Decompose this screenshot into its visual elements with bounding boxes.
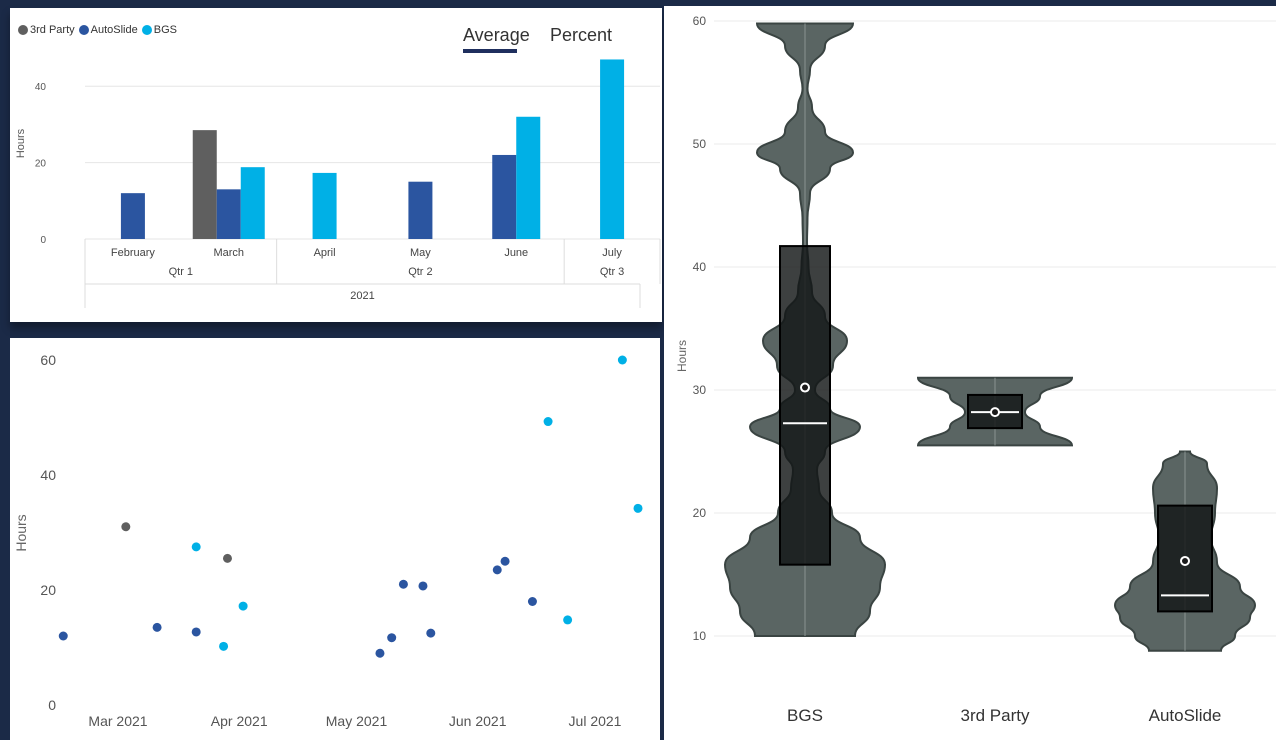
- scatter-point: [238, 601, 248, 611]
- x-tick-label: April: [314, 247, 336, 259]
- scatter-chart: 0 20 40 60 Hours Mar 2021 Apr 2021 May 2021 Jun …: [13, 352, 643, 729]
- scatter-chart-panel: 0 20 40 60 Hours Mar 2021 Apr 2021 May 2021 Jun …: [10, 338, 660, 740]
- scatter-point: [222, 553, 232, 563]
- scatter-point: [58, 631, 68, 641]
- x-tick-label: June: [504, 247, 528, 259]
- active-tab-indicator: [463, 49, 517, 53]
- y-tick-label: 10: [693, 629, 707, 643]
- legend-label: BGS: [153, 24, 177, 36]
- y-tick-label: 40: [40, 467, 56, 483]
- scatter-point: [219, 641, 229, 651]
- bar: [240, 167, 265, 239]
- quarter-label: Qtr 3: [600, 266, 624, 278]
- tab-percent[interactable]: Percent: [550, 25, 613, 45]
- scatter-point: [191, 627, 201, 637]
- legend-item-3rd-party[interactable]: 3rd Party: [18, 24, 75, 36]
- y-tick-label: 40: [693, 260, 707, 274]
- y-axis-label: Hours: [13, 514, 29, 551]
- scatter-point: [527, 597, 537, 606]
- x-tick-label: May 2021: [326, 713, 388, 729]
- y-tick-label: 50: [693, 137, 707, 151]
- bar: [120, 193, 145, 239]
- scatter-point: [398, 579, 408, 589]
- y-tick-label: 0: [40, 235, 46, 246]
- box: [779, 245, 831, 566]
- bar: [216, 189, 241, 239]
- bar: [600, 59, 625, 240]
- scatter-point: [492, 565, 502, 575]
- year-label: 2021: [350, 290, 374, 302]
- legend-item-bgs[interactable]: BGS: [141, 24, 177, 36]
- legend-dot-autoslide: [78, 25, 89, 35]
- quarter-label: Qtr 1: [169, 266, 193, 278]
- tab-average[interactable]: Average: [463, 25, 530, 45]
- scatter-point: [152, 622, 162, 632]
- scatter-point: [387, 633, 397, 643]
- bar: [312, 172, 337, 239]
- legend-item-autoslide[interactable]: AutoSlide: [78, 24, 138, 36]
- legend-label: 3rd Party: [30, 24, 75, 36]
- quarter-label: Qtr 2: [408, 266, 432, 278]
- scatter-point: [617, 355, 627, 365]
- scatter-point: [633, 503, 643, 513]
- scatter-point: [418, 581, 428, 591]
- x-tick-label: 3rd Party: [961, 706, 1030, 725]
- legend-label: AutoSlide: [90, 24, 138, 36]
- legend-dot-3rd-party: [18, 25, 28, 35]
- y-tick-label: 30: [693, 383, 707, 397]
- y-axis-label: Hours: [15, 128, 27, 158]
- mean-marker: [800, 382, 810, 393]
- bar: [408, 181, 433, 239]
- y-tick-label: 0: [48, 697, 56, 713]
- legend: 3rd Party AutoSlide BGS: [18, 24, 181, 36]
- bar: [192, 130, 217, 239]
- x-tick-label: February: [111, 247, 156, 259]
- y-tick-label: 60: [40, 352, 56, 368]
- mean-marker: [1180, 555, 1190, 566]
- x-tick-label: Jul 2021: [569, 713, 622, 729]
- x-tick-label: BGS: [787, 706, 823, 725]
- bar: [516, 116, 541, 239]
- scatter-point: [121, 522, 131, 532]
- x-tick-label: July: [602, 247, 622, 259]
- mean-marker: [990, 407, 1000, 418]
- scatter-point: [426, 628, 436, 638]
- scatter-point: [500, 556, 510, 566]
- y-tick-label: 40: [35, 82, 47, 93]
- x-tick-label: Apr 2021: [211, 713, 268, 729]
- x-tick-label: May: [410, 247, 431, 259]
- y-tick-label: 20: [693, 506, 707, 520]
- y-tick-label: 20: [40, 582, 56, 598]
- x-tick-label: AutoSlide: [1149, 706, 1222, 725]
- scatter-point: [563, 615, 573, 625]
- x-tick-label: Jun 2021: [449, 713, 507, 729]
- violin-chart-panel: 10 20 30 40 50 60 Hours BGS 3rd Party AutoSlide: [664, 6, 1276, 740]
- violin-chart: 10 20 30 40 50 60 Hours BGS 3rd Party AutoSlide: [675, 14, 1276, 725]
- y-axis-label: Hours: [675, 340, 689, 372]
- bar-chart-panel: 3rd Party AutoSlide BGS Average Percent …: [10, 8, 662, 322]
- scatter-point: [375, 648, 385, 658]
- x-tick-label: Mar 2021: [88, 713, 147, 729]
- legend-dot-bgs: [141, 25, 152, 35]
- bar: [492, 154, 517, 239]
- scatter-point: [191, 542, 201, 552]
- y-tick-label: 20: [35, 159, 47, 170]
- bar-chart: 0 20 40 Hours February March April May June July Q…: [15, 59, 661, 308]
- scatter-point: [543, 417, 553, 427]
- x-tick-label: March: [213, 247, 244, 259]
- y-tick-label: 60: [693, 14, 707, 28]
